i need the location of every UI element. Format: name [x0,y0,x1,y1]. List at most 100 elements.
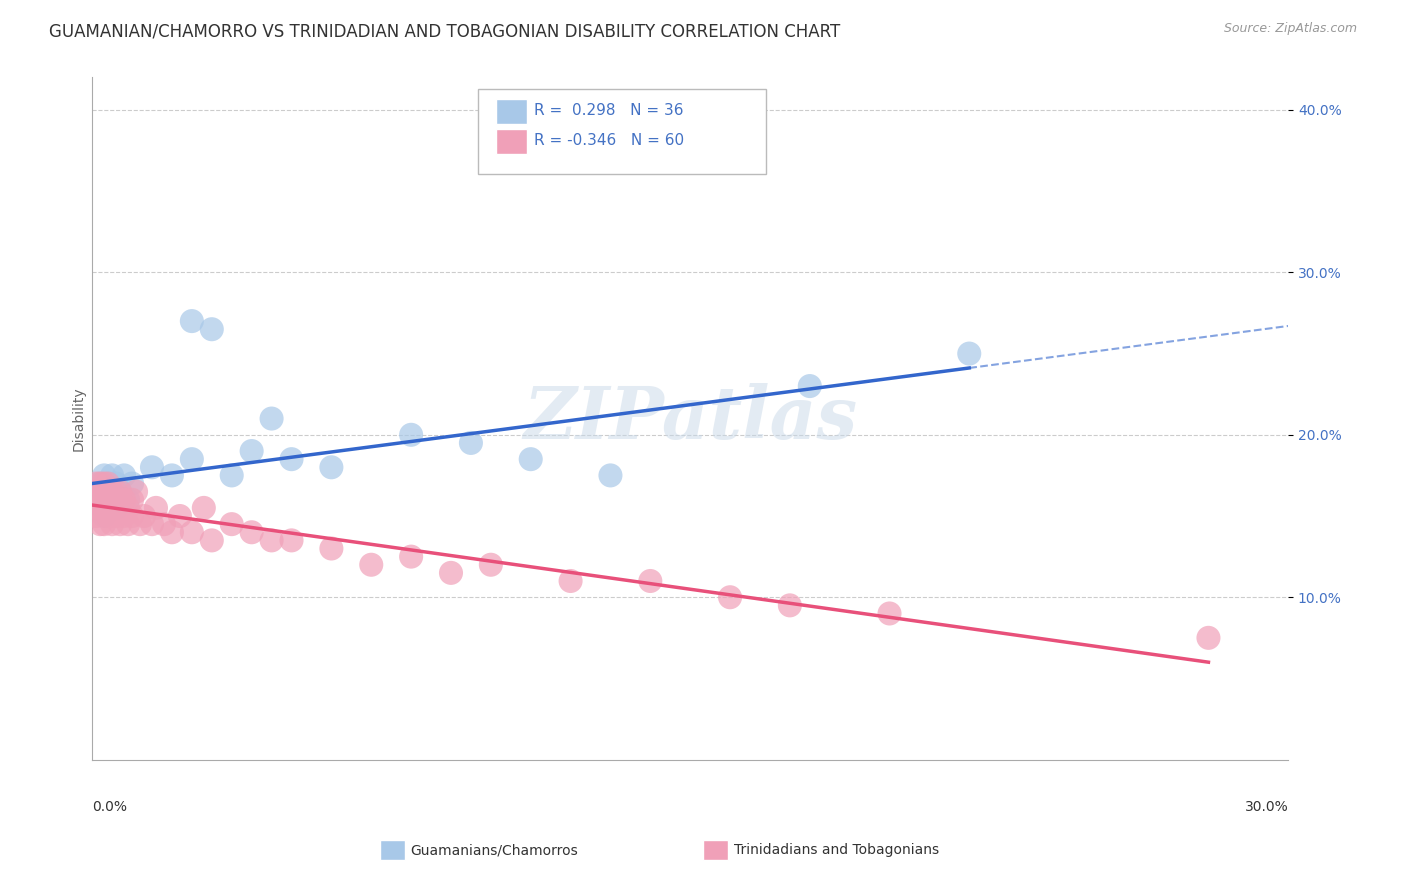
Point [180,525,202,540]
Point [640,574,662,588]
Point [93,468,115,483]
Point [240,525,263,540]
Point [93,492,115,507]
Point [97,484,120,499]
Point [180,314,202,328]
Point [121,476,143,491]
Text: R =  0.298   N = 36: R = 0.298 N = 36 [534,103,683,118]
Point [321,460,343,475]
Point [193,500,215,515]
Point [201,533,224,548]
Point [84,484,107,499]
Point [105,492,128,507]
Point [105,476,128,491]
Text: R = -0.346   N = 60: R = -0.346 N = 60 [534,134,685,148]
Point [129,517,152,532]
Point [260,533,283,548]
Point [89,492,111,507]
Point [125,484,148,499]
Point [117,517,139,532]
Point [97,476,120,491]
Point [360,558,382,572]
Point [160,525,183,540]
Point [112,508,135,523]
Point [180,452,202,467]
Point [240,444,263,458]
Text: ZIPatlas: ZIPatlas [523,383,858,454]
Point [121,508,143,523]
Point [280,452,302,467]
Point [97,500,120,515]
Point [779,599,801,613]
Point [399,427,422,442]
Point [108,484,131,499]
Point [89,517,111,532]
Point [101,517,124,532]
Point [97,492,120,507]
Point [93,517,115,532]
Point [141,517,163,532]
Point [132,508,155,523]
Point [89,484,111,499]
Point [221,468,243,483]
Point [519,452,541,467]
Point [201,322,224,336]
Point [221,517,243,532]
Point [84,500,107,515]
Point [117,492,139,507]
Text: Trinidadians and Tobagonians: Trinidadians and Tobagonians [734,843,939,857]
Point [112,492,135,507]
Point [460,436,482,450]
Point [101,484,124,499]
Point [101,492,124,507]
Point [97,508,120,523]
Point [89,476,111,491]
Point [108,517,131,532]
Point [879,607,901,621]
Point [108,484,131,499]
Text: GUAMANIAN/CHAMORRO VS TRINIDADIAN AND TOBAGONIAN DISABILITY CORRELATION CHART: GUAMANIAN/CHAMORRO VS TRINIDADIAN AND TO… [49,22,841,40]
Point [321,541,343,556]
Point [718,591,741,605]
Point [84,500,107,515]
Point [93,500,115,515]
Point [84,476,107,491]
Point [101,484,124,499]
Point [957,346,980,360]
Point [280,533,302,548]
Point [97,492,120,507]
Point [93,476,115,491]
Text: Guamanians/Chamorros: Guamanians/Chamorros [411,843,578,857]
Point [153,517,176,532]
Point [84,508,107,523]
Point [145,500,167,515]
Text: Source: ZipAtlas.com: Source: ZipAtlas.com [1223,22,1357,36]
Point [440,566,463,580]
Point [89,476,111,491]
Point [560,574,582,588]
Point [101,508,124,523]
Text: 30.0%: 30.0% [1244,800,1288,814]
Point [105,500,128,515]
Point [97,476,120,491]
Point [112,468,135,483]
Point [101,500,124,515]
Point [121,492,143,507]
Point [84,484,107,499]
Point [160,468,183,483]
Point [108,500,131,515]
Point [479,558,502,572]
Point [105,508,128,523]
Point [89,500,111,515]
Point [101,468,124,483]
Text: 0.0%: 0.0% [93,800,127,814]
Point [89,492,111,507]
Point [93,508,115,523]
Point [799,379,821,393]
Point [89,500,111,515]
Point [1198,631,1220,645]
Point [599,468,621,483]
Point [141,460,163,475]
Point [399,549,422,564]
Point [105,484,128,499]
